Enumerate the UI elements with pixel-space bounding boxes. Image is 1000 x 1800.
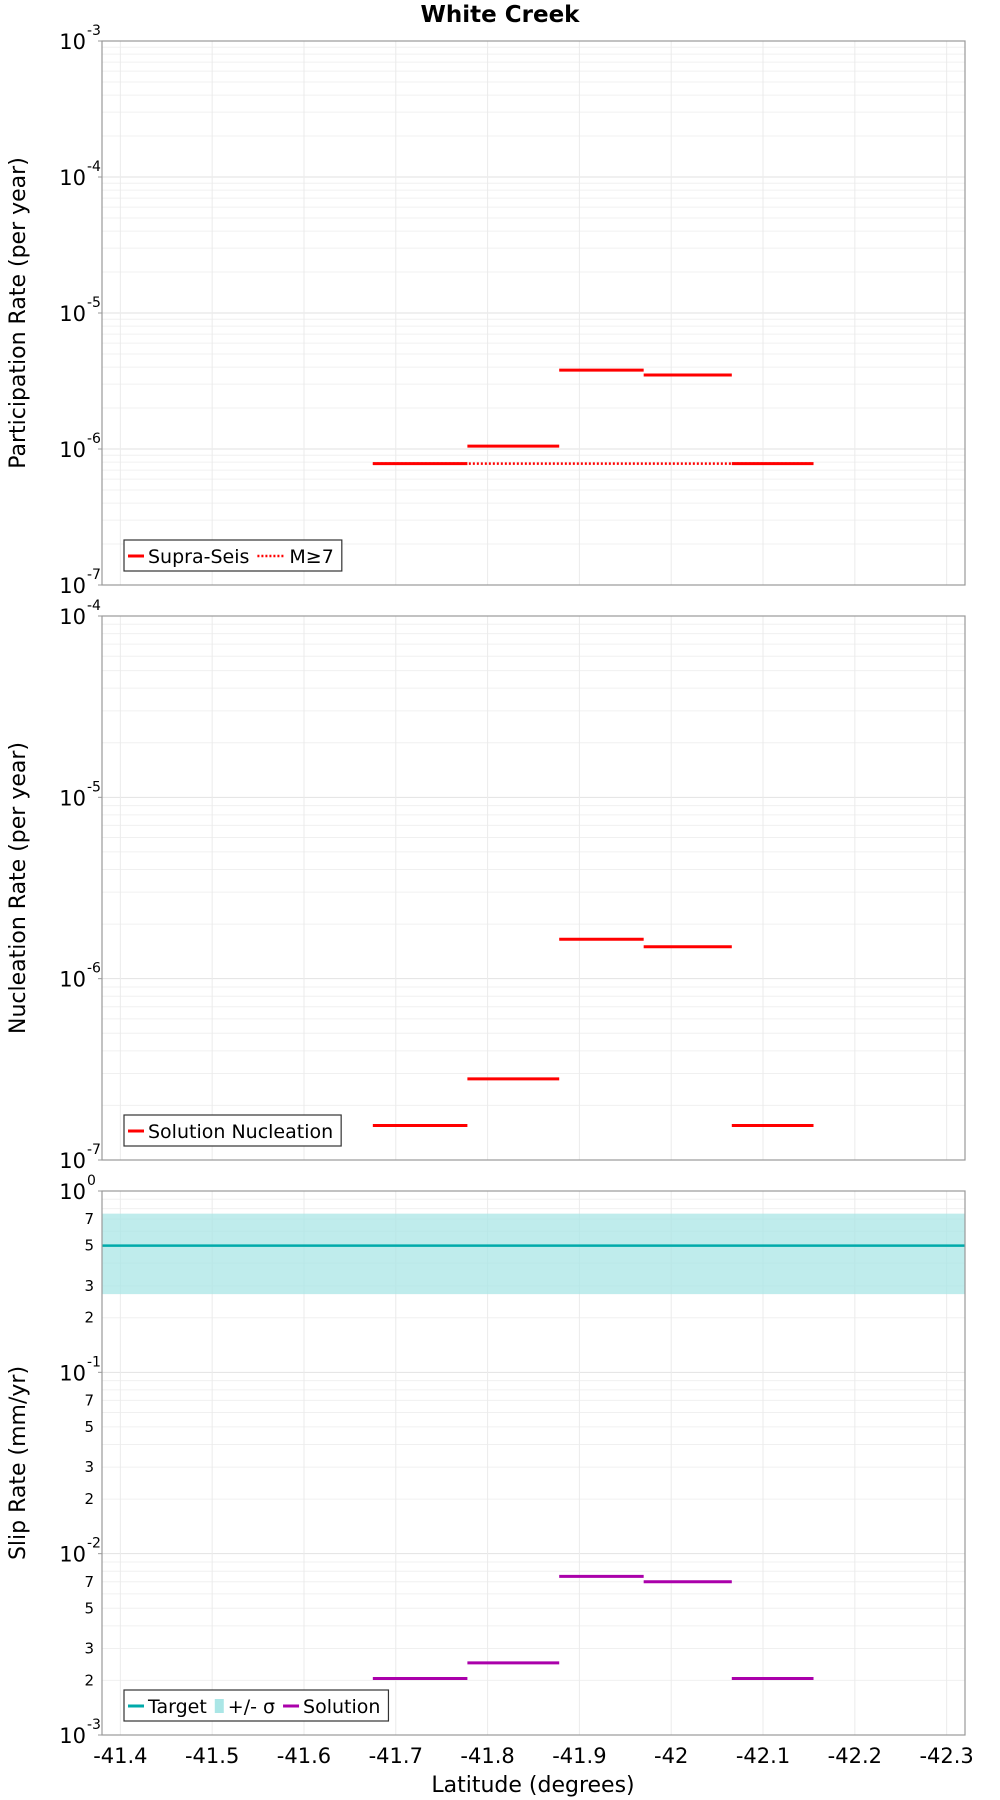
nucleation-y-tick-exponent: -7 [87, 1142, 101, 1158]
nucleation-legend-box [123, 1114, 342, 1147]
participation-y-tick-label: 10 [59, 302, 86, 326]
slip-legend-label: Solution [303, 1696, 380, 1718]
slip-y-tick-exponent: -1 [87, 1354, 101, 1370]
x-axis-label: Latitude (degrees) [431, 1773, 634, 1798]
nucleation-y-tick-label: 10 [59, 968, 86, 992]
slip-legend-swatch-sigma [214, 1699, 224, 1713]
slip-minor-tick-label: 5 [84, 1418, 94, 1436]
participation-y-tick-exponent: -5 [87, 295, 101, 311]
nucleation-plot-area [102, 616, 965, 1160]
nucleation-y-tick-label: 10 [59, 1149, 86, 1173]
slip-legend-label: Target [147, 1696, 207, 1718]
participation-legend-label: M≥7 [289, 546, 333, 568]
participation-legend: Supra-Seis M≥7 [123, 539, 343, 572]
participation-y-tick-exponent: -7 [87, 567, 101, 583]
slip-sigma-band [102, 1213, 965, 1295]
x-tick-label: -41.6 [277, 1744, 331, 1768]
chart-title: White Creek [421, 2, 581, 28]
slip-y-tick-exponent: -3 [87, 1717, 101, 1733]
nucleation-y-tick-exponent: -6 [87, 961, 101, 977]
x-tick-label: -42.3 [919, 1744, 973, 1768]
nucleation-y-axis-label: Nucleation Rate (per year) [6, 742, 31, 1034]
slip-legend-box [123, 1689, 390, 1722]
slip-minor-tick-label: 3 [84, 1277, 94, 1295]
nucleation-y-tick-exponent: -4 [87, 598, 101, 614]
x-tick-label: -41.9 [552, 1744, 606, 1768]
participation-legend-box [123, 539, 343, 572]
x-tick-label: -42.2 [828, 1744, 882, 1768]
x-tick-label: -42 [654, 1744, 688, 1768]
slip-legend-label: +/- σ [228, 1696, 275, 1718]
slip-y-tick-label: 10 [59, 1361, 86, 1385]
participation-legend-label: Supra-Seis [148, 546, 249, 568]
participation-y-axis-label: Participation Rate (per year) [6, 157, 31, 469]
slip-y-tick-label: 10 [59, 1180, 86, 1204]
slip-legend: Target +/- σ Solution [123, 1689, 390, 1722]
nucleation-legend-label: Solution Nucleation [148, 1121, 333, 1143]
slip-y-tick-label: 10 [59, 1724, 86, 1748]
slip-minor-tick-label: 5 [84, 1599, 94, 1617]
nucleation-y-tick-label: 10 [59, 786, 86, 810]
nucleation-y-tick-exponent: -5 [87, 779, 101, 795]
nucleation-y-tick-label: 10 [59, 605, 86, 629]
slip-y-tick-exponent: 0 [87, 1173, 96, 1189]
x-tick-label: -42.1 [736, 1744, 790, 1768]
slip-minor-tick-label: 2 [84, 1490, 94, 1508]
x-tick-label: -41.8 [460, 1744, 514, 1768]
slip-y-tick-label: 10 [59, 1543, 86, 1567]
participation-y-tick-label: 10 [59, 166, 86, 190]
slip-y-axis-label: Slip Rate (mm/yr) [6, 1366, 31, 1560]
nucleation-legend: Solution Nucleation [123, 1114, 342, 1147]
participation-y-tick-label: 10 [59, 438, 86, 462]
nucleation-plot-frame [101, 615, 966, 1161]
slip-minor-tick-label: 3 [84, 1639, 94, 1657]
participation-y-tick-exponent: -3 [87, 23, 101, 39]
participation-y-tick-exponent: -4 [87, 159, 101, 175]
x-tick-label: -41.7 [369, 1744, 423, 1768]
x-tick-label: -41.5 [185, 1744, 239, 1768]
slip-minor-tick-label: 3 [84, 1458, 94, 1476]
participation-y-tick-label: 10 [59, 574, 86, 598]
slip-minor-tick-label: 2 [84, 1671, 94, 1689]
slip-minor-tick-label: 5 [84, 1237, 94, 1255]
slip-plot-frame [101, 1190, 966, 1736]
participation-y-tick-exponent: -6 [87, 431, 101, 447]
slip-y-tick-exponent: -2 [87, 1536, 101, 1552]
slip-minor-tick-label: 7 [84, 1210, 94, 1228]
x-tick-label: -41.4 [93, 1744, 147, 1768]
slip-minor-tick-label: 2 [84, 1309, 94, 1327]
participation-y-tick-label: 10 [59, 30, 86, 54]
slip-minor-tick-label: 7 [84, 1391, 94, 1409]
slip-minor-tick-label: 7 [84, 1573, 94, 1591]
